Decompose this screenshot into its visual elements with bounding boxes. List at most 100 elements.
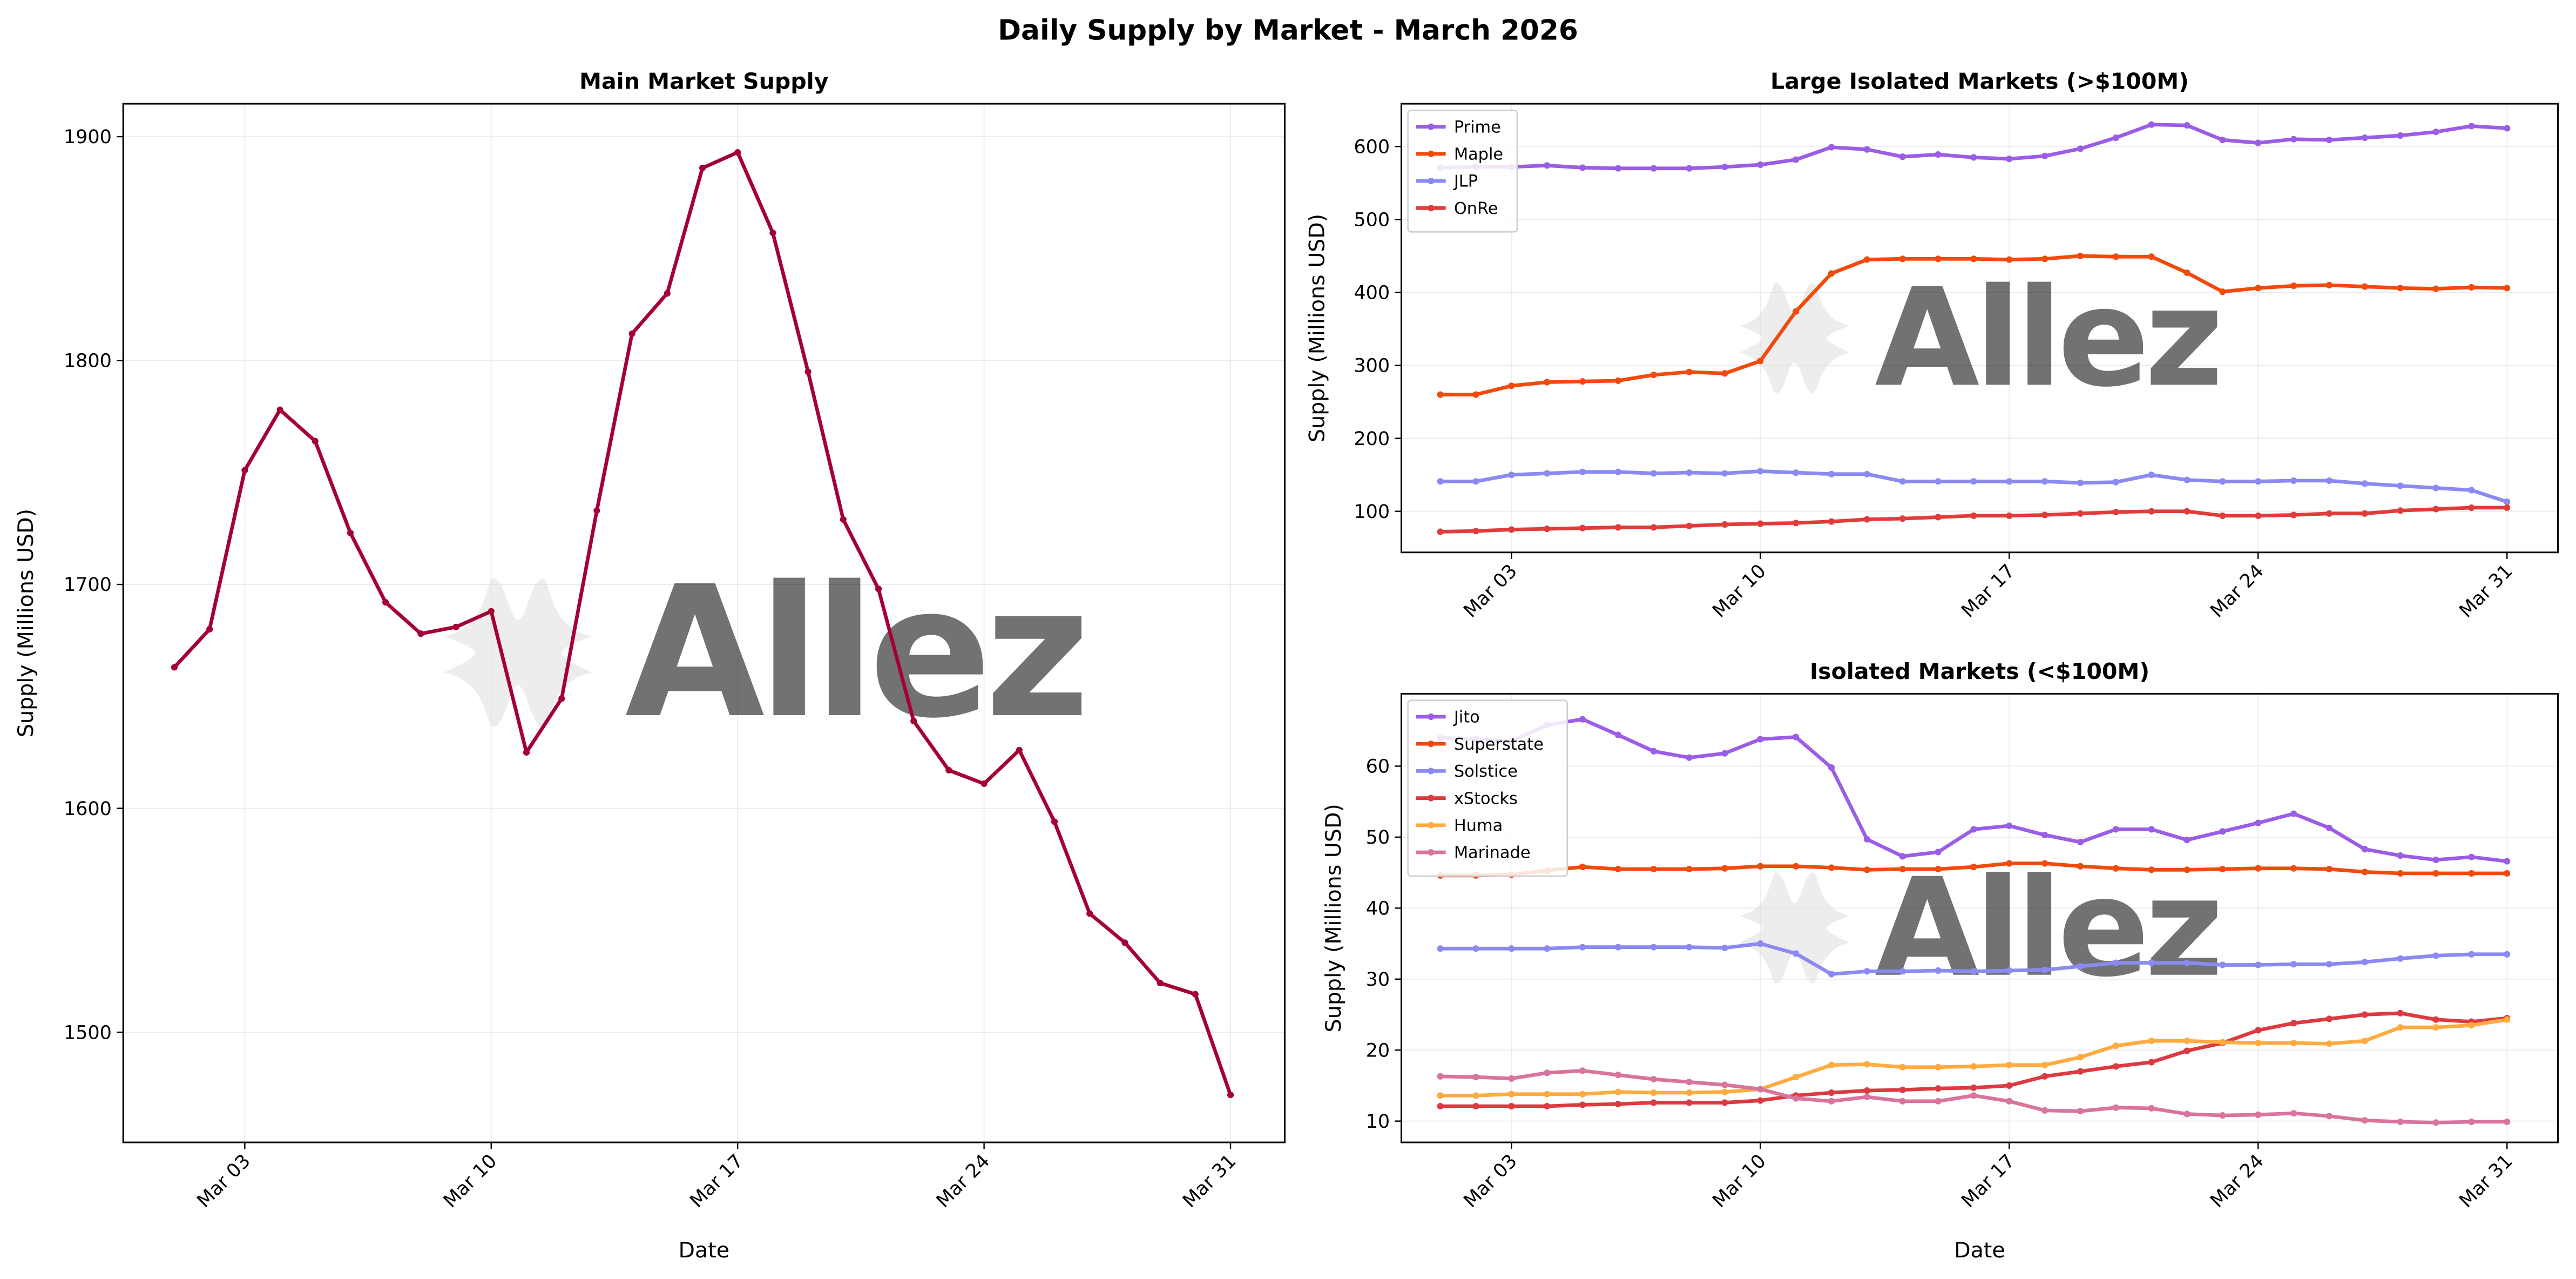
data-point [2397, 1024, 2404, 1031]
data-point [2432, 129, 2439, 136]
data-point [2219, 865, 2226, 873]
data-point [628, 330, 635, 337]
y-tick-label: 10 [1366, 1111, 1390, 1133]
y-axis-label: Supply (Millions USD) [13, 509, 38, 737]
x-tick-label: Mar 31 [1179, 1150, 1240, 1212]
data-point [2468, 123, 2475, 130]
data-point [1650, 865, 1657, 873]
y-tick-label: 100 [1354, 501, 1390, 523]
data-point [2112, 134, 2119, 142]
data-point [2006, 860, 2013, 867]
x-tick-label: Mar 31 [2455, 560, 2517, 622]
data-point [2148, 1059, 2155, 1066]
x-axis-label: Date [679, 1238, 730, 1263]
data-point [2077, 1068, 2084, 1075]
data-point [1863, 1061, 1870, 1068]
y-tick-label: 1900 [64, 126, 112, 148]
data-point [1828, 470, 1835, 477]
data-point [1757, 736, 1764, 743]
data-point [1437, 1092, 1444, 1099]
data-point [1472, 1092, 1479, 1099]
y-tick-label: 20 [1366, 1040, 1390, 1061]
data-point [1544, 526, 1551, 533]
data-point [2397, 1118, 2404, 1126]
data-point [1793, 733, 1800, 741]
y-tick-label: 600 [1354, 136, 1390, 158]
data-point [1828, 270, 1835, 277]
data-point [1614, 1088, 1621, 1095]
data-point [452, 623, 459, 630]
y-tick-label: 500 [1354, 209, 1390, 231]
data-point [1472, 945, 1479, 952]
data-point [2325, 865, 2333, 873]
data-point [2183, 1038, 2190, 1045]
data-point [558, 695, 565, 702]
x-tick-label: Mar 24 [2206, 560, 2268, 622]
data-point [2325, 824, 2333, 831]
data-point [2290, 511, 2297, 519]
y-tick-label: 1700 [64, 574, 112, 596]
data-point [1970, 512, 1977, 519]
data-point [1757, 1097, 1764, 1104]
data-point [1970, 968, 1977, 975]
watermark-logo: Allez [444, 547, 1090, 758]
legend-marker [1428, 150, 1435, 157]
series-superstate [1437, 860, 2511, 879]
data-point [875, 585, 882, 593]
legend-box [1407, 699, 1568, 877]
data-point [2397, 132, 2404, 139]
data-point [2006, 822, 2013, 829]
data-point [2183, 269, 2190, 277]
data-point [2041, 860, 2048, 867]
data-point [2468, 951, 2475, 958]
data-point [1437, 391, 1444, 398]
data-point [1793, 950, 1800, 957]
data-point [593, 507, 600, 514]
data-point [2504, 1118, 2511, 1126]
data-point [1721, 1081, 1728, 1088]
series-line [1440, 717, 2507, 863]
data-point [1863, 1093, 1870, 1101]
data-point [1544, 1069, 1551, 1076]
data-point [1686, 1079, 1693, 1086]
plot-frame [1400, 692, 2559, 1143]
data-point [2504, 499, 2511, 506]
y-axis-label: Supply (Millions USD) [1321, 804, 1346, 1032]
x-tick-label: Mar 24 [932, 1150, 994, 1212]
data-point [1472, 528, 1479, 535]
data-point [417, 630, 424, 637]
data-point [2397, 482, 2404, 489]
data-point [2077, 1054, 2084, 1061]
data-point [2183, 476, 2190, 483]
x-tick-label: Mar 24 [2206, 1150, 2268, 1212]
data-point [2504, 285, 2511, 292]
data-point [1472, 478, 1479, 485]
data-point [2112, 253, 2119, 260]
data-point [2112, 826, 2119, 833]
data-point [2397, 870, 2404, 877]
data-point [2006, 478, 2013, 485]
data-point [2041, 1107, 2048, 1114]
legend-label: Marinade [1454, 844, 1531, 863]
data-point [2006, 967, 2013, 974]
legend: Prime Maple JLP OnRe [1407, 110, 1518, 233]
data-point [1899, 255, 1906, 262]
watermark-text: Allez [625, 547, 1084, 758]
data-point [1437, 945, 1444, 952]
watermark-logo-icon [1739, 282, 1850, 394]
data-point [1899, 865, 1906, 873]
data-point [1935, 1063, 1942, 1071]
data-point [2397, 852, 2404, 859]
data-point [2148, 472, 2155, 479]
data-point [2219, 136, 2226, 144]
data-point [1686, 469, 1693, 476]
legend-marker [1428, 123, 1435, 130]
data-point [2219, 288, 2226, 295]
data-point [2041, 152, 2048, 159]
data-point [1650, 1089, 1657, 1096]
data-point [2041, 1061, 2048, 1068]
data-point [382, 599, 389, 606]
data-point [1614, 865, 1621, 873]
data-point [1472, 1074, 1479, 1081]
data-point [1686, 1099, 1693, 1106]
